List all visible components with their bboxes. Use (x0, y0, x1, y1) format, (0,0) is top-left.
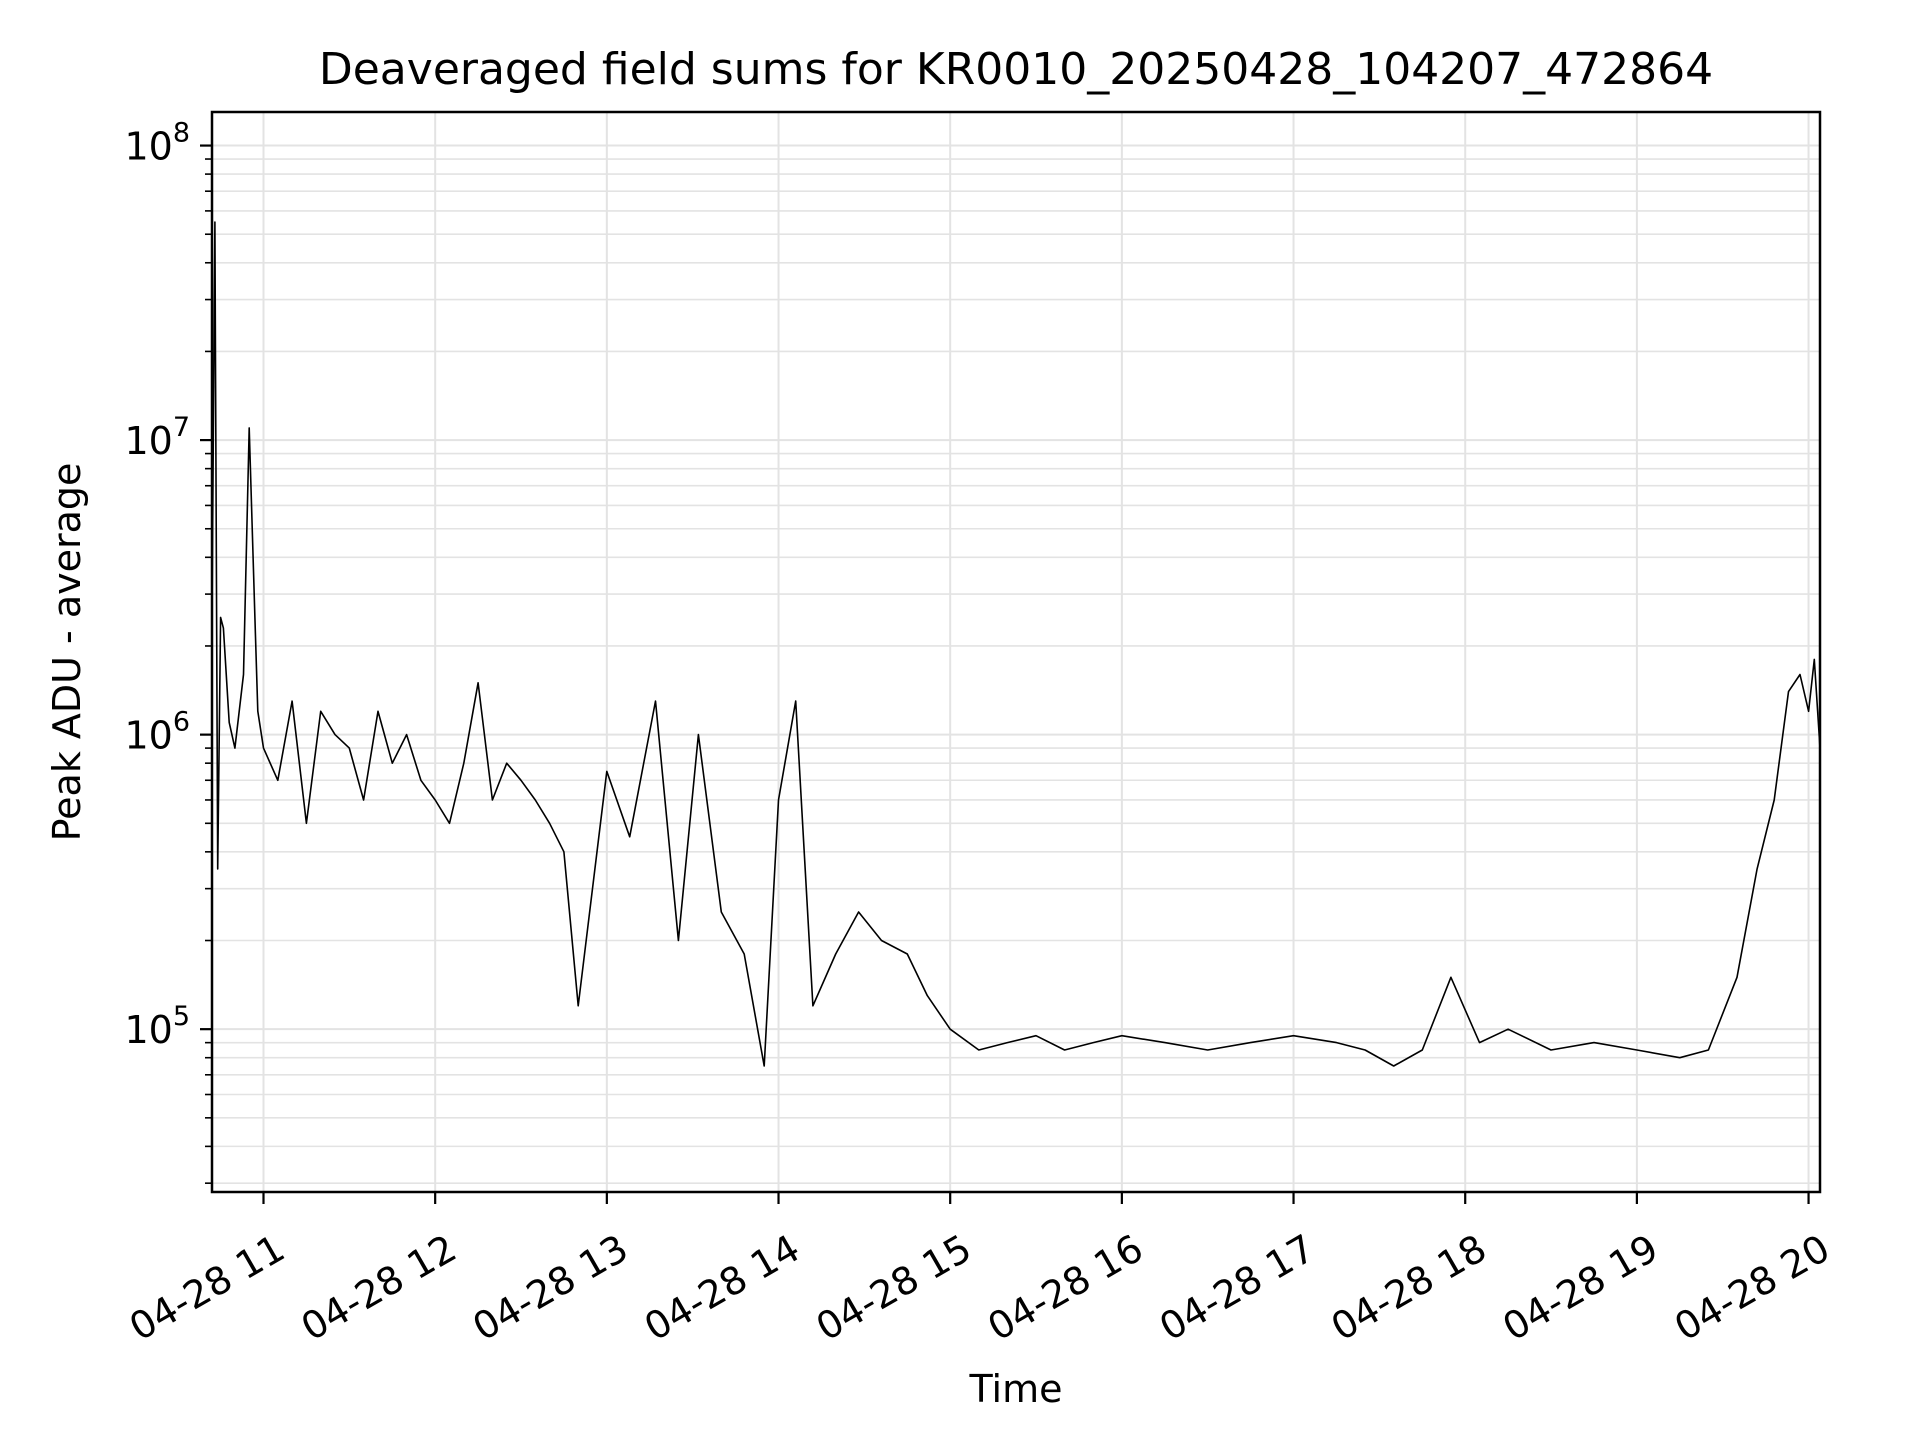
chart-title: Deaveraged field sums for KR0010_2025042… (319, 44, 1713, 95)
y-tick-label: 106 (124, 707, 190, 758)
y-tick-label: 108 (124, 118, 190, 169)
grid (212, 112, 1820, 1192)
y-tick-label: 107 (124, 412, 190, 463)
x-axis-label: Time (969, 1367, 1063, 1411)
series-line (211, 221, 1821, 1067)
y-axis: 105 106 107 108 (124, 118, 212, 1184)
y-axis-label: Peak ADU - average (45, 463, 89, 842)
y-tick-label: 105 (124, 1001, 190, 1052)
plot-frame (210, 110, 1822, 1194)
series-line-layer (211, 221, 1821, 1067)
